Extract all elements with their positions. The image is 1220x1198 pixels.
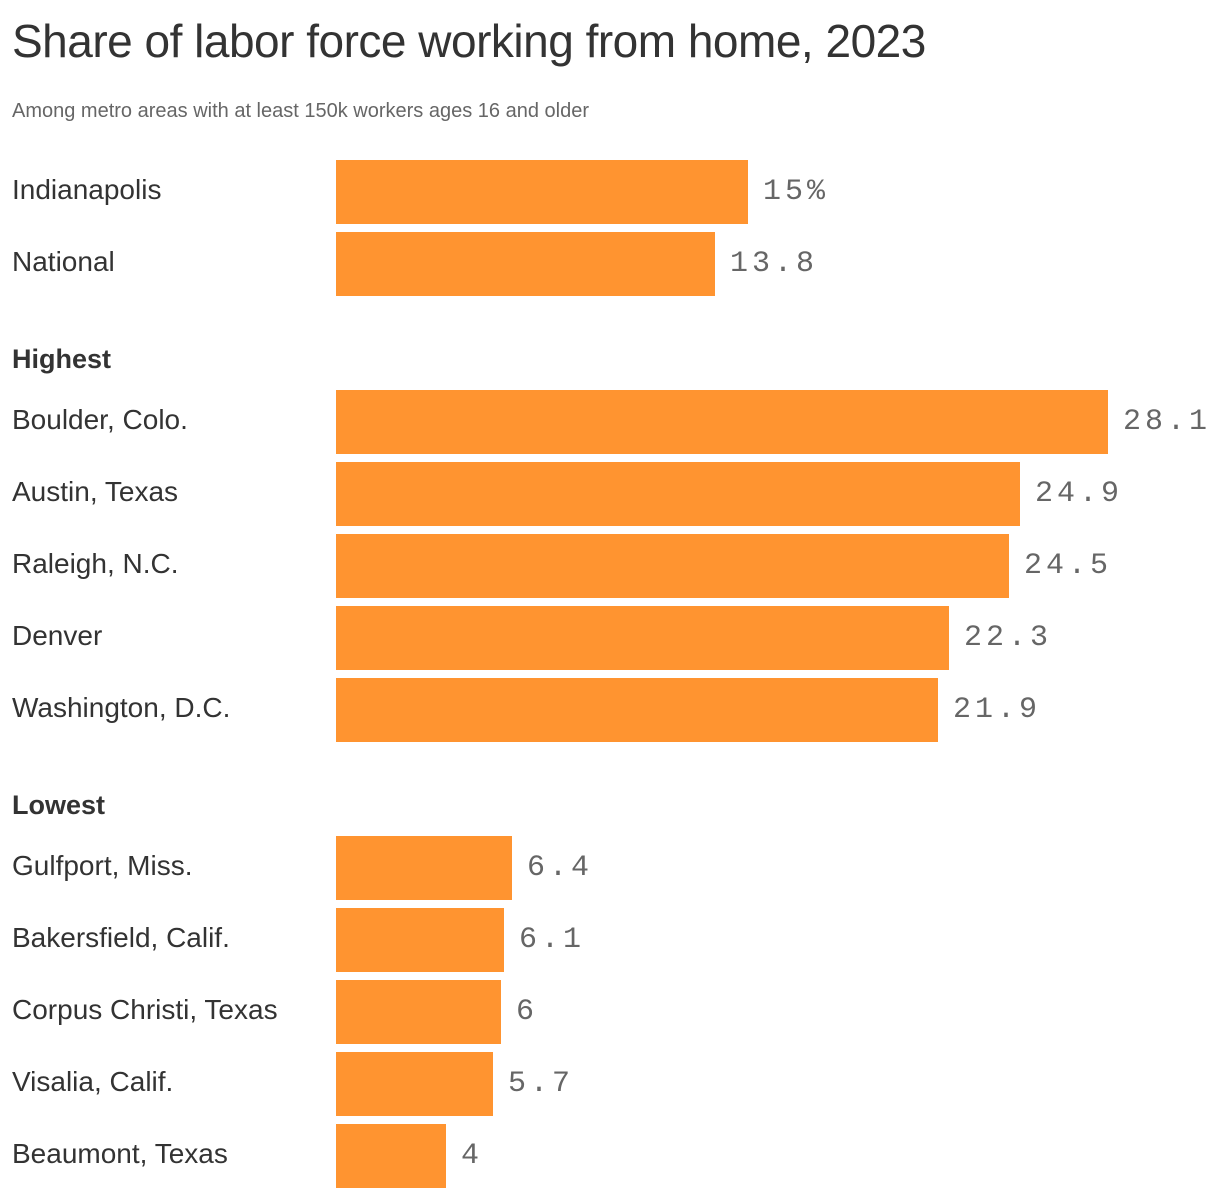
bar <box>336 534 1009 598</box>
bar <box>336 678 938 742</box>
bar <box>336 606 949 670</box>
row-label: Visalia, Calif. <box>12 1066 174 1097</box>
bar-row-visalia: Visalia, Calif. 5.7 <box>0 1052 1220 1116</box>
bar <box>336 1124 446 1188</box>
bar-row-corpus-christi: Corpus Christi, Texas 6 <box>0 980 1220 1044</box>
bar <box>336 390 1108 454</box>
section-heading-lowest: Lowest <box>12 790 106 820</box>
value-label: 15% <box>763 175 830 209</box>
bar-row-bakersfield: Bakersfield, Calif. 6.1 <box>0 908 1220 972</box>
bar-row-boulder: Boulder, Colo. 28.1 <box>0 390 1220 454</box>
bar <box>336 908 504 972</box>
value-label: 4 <box>461 1139 484 1173</box>
bar <box>336 232 715 296</box>
value-label: 13.8 <box>730 247 819 281</box>
bar-row-raleigh: Raleigh, N.C. 24.5 <box>0 534 1220 598</box>
section-heading-highest: Highest <box>12 344 112 374</box>
value-label: 5.7 <box>508 1067 575 1101</box>
row-label: National <box>12 246 115 277</box>
row-label: Raleigh, N.C. <box>12 548 179 579</box>
row-label: Indianapolis <box>12 174 162 205</box>
row-label: Bakersfield, Calif. <box>12 922 230 953</box>
row-label: Austin, Texas <box>12 476 179 507</box>
bar <box>336 462 1020 526</box>
value-label: 28.1 <box>1123 405 1212 439</box>
row-label: Gulfport, Miss. <box>12 850 193 881</box>
bar-row-national: National 13.8 <box>0 232 1220 296</box>
bar <box>336 160 748 224</box>
value-label: 6.1 <box>519 923 586 957</box>
bar-row-washington: Washington, D.C. 21.9 <box>0 678 1220 742</box>
row-label: Denver <box>12 620 103 651</box>
row-label: Washington, D.C. <box>12 692 231 723</box>
bar-row-beaumont: Beaumont, Texas 4 <box>0 1124 1220 1188</box>
bar <box>336 836 512 900</box>
value-label: 24.9 <box>1035 477 1124 511</box>
value-label: 6.4 <box>527 851 594 885</box>
row-label: Boulder, Colo. <box>12 404 188 435</box>
value-label: 24.5 <box>1024 549 1113 583</box>
row-label: Corpus Christi, Texas <box>12 994 278 1025</box>
bar-row-denver: Denver 22.3 <box>0 606 1220 670</box>
bar-row-austin: Austin, Texas 24.9 <box>0 462 1220 526</box>
bar <box>336 1052 493 1116</box>
chart-title: Share of labor force working from home, … <box>12 15 926 67</box>
value-label: 6 <box>516 995 539 1029</box>
bar-row-indianapolis: Indianapolis 15% <box>0 160 1220 224</box>
bar-row-gulfport: Gulfport, Miss. 6.4 <box>0 836 1220 900</box>
chart-subtitle: Among metro areas with at least 150k wor… <box>12 100 589 122</box>
value-label: 22.3 <box>964 621 1053 655</box>
row-label: Beaumont, Texas <box>12 1138 228 1169</box>
value-label: 21.9 <box>953 693 1042 727</box>
bar <box>336 980 501 1044</box>
